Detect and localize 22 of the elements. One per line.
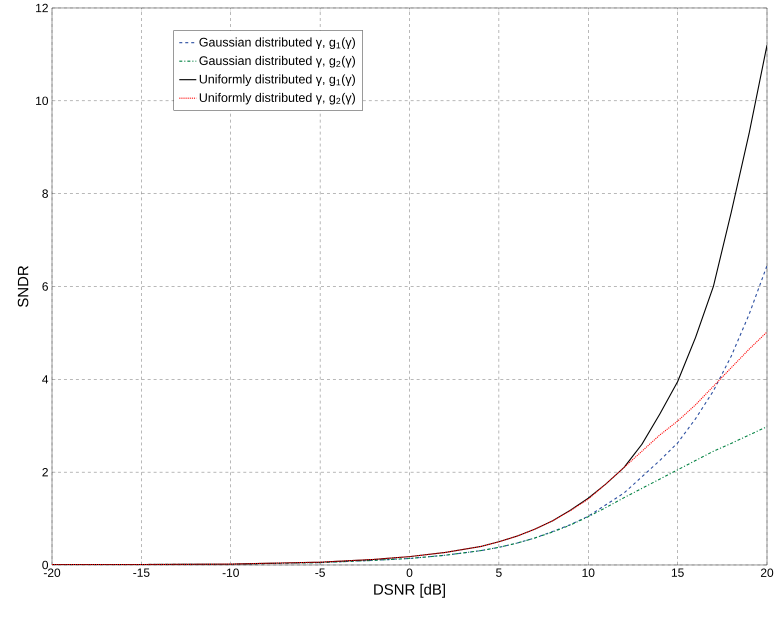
x-tick-label: 20 [760,568,774,577]
x-tick-label: 5 [496,568,502,577]
legend-label: Uniformly distributed γ, g$_{1}$(γ) [200,74,355,86]
y-tick-label: 10 [36,96,48,106]
y-tick-label: 2 [42,468,48,476]
y-tick-label: 0 [42,560,48,570]
x-tick-label: -10 [222,568,239,577]
y-axis-title: SNDR [18,266,28,307]
x-tick-label: 10 [582,568,594,577]
x-tick-label: -5 [315,568,325,577]
x-tick-label: 0 [406,568,412,577]
x-axis-title: DSNR [dB] [374,584,445,598]
y-tick-label: 4 [42,375,48,384]
y-tick-label: 8 [42,189,48,198]
y-tick-label: 6 [42,282,48,291]
x-tick-label: 15 [672,568,684,577]
x-tick-label: -20 [44,568,60,577]
legend-label: Gaussian distributed γ, g$_{2}$(γ) [199,56,355,68]
x-tick-label: -15 [133,568,150,577]
legend-label: Uniformly distributed γ, g$_{2}$(γ) [200,92,355,104]
legend-label: Gaussian distributed γ, g$_{1}$(γ) [199,37,355,50]
y-tick-label: 12 [36,4,48,12]
